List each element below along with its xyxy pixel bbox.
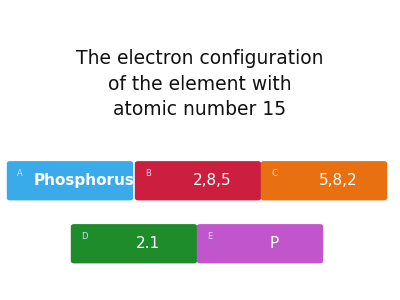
Text: E: E <box>207 232 212 241</box>
FancyBboxPatch shape <box>261 161 387 200</box>
Text: P: P <box>269 236 279 251</box>
Text: 2,8,5: 2,8,5 <box>193 173 231 188</box>
Text: A: A <box>17 169 23 178</box>
FancyBboxPatch shape <box>135 161 261 200</box>
FancyBboxPatch shape <box>71 224 197 263</box>
Text: 5,8,2: 5,8,2 <box>319 173 357 188</box>
Text: D: D <box>81 232 88 241</box>
FancyBboxPatch shape <box>197 224 323 263</box>
FancyBboxPatch shape <box>7 161 133 200</box>
Text: The electron configuration
of the element with
atomic number 15: The electron configuration of the elemen… <box>76 49 324 119</box>
Text: Phosphorus: Phosphorus <box>34 173 134 188</box>
Text: 2.1: 2.1 <box>136 236 160 251</box>
Text: B: B <box>145 169 151 178</box>
Text: C: C <box>271 169 277 178</box>
